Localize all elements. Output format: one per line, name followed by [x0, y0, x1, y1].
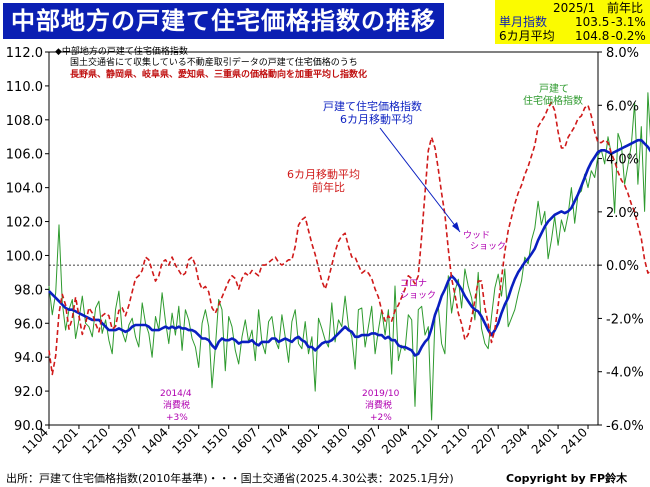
x-axis-tick-label: 1801	[289, 425, 320, 456]
single-index-line	[48, 92, 650, 421]
x-axis-tick-label: 1501	[169, 425, 200, 456]
x-axis-tick-label: 1510	[199, 425, 230, 456]
x-axis-tick-label: 2101	[409, 425, 440, 456]
note-line-3: 長野県、静岡県、岐阜県、愛知県、三重県の価格動向を加重平均し指数化	[70, 68, 367, 80]
plot-frame	[48, 51, 599, 426]
x-axis-tick-label: 2004	[379, 425, 410, 456]
tax-2019-label-2: 消費税	[365, 399, 392, 411]
tax-2019-label-3: +2%	[370, 413, 392, 423]
stats-single-label: 単月指数	[499, 15, 548, 29]
right-axis-tick-label: -4.0%	[606, 366, 644, 381]
x-axis-tick-label: 1404	[139, 425, 170, 456]
right-axis-tick-label: 8.0%	[606, 46, 639, 61]
x-axis-tick-label: 1810	[319, 425, 350, 456]
corona-shock-label-2: ショック	[400, 290, 436, 301]
note-line-2: 国土交通省にて収集している不動産取引データの戸建て住宅価格のうち	[70, 56, 358, 68]
stats-avg-yoy: -0.2%	[611, 29, 646, 43]
left-axis-tick-label: 96.0	[14, 317, 43, 332]
left-axis-tick-label: 92.0	[14, 385, 43, 400]
left-axis-tick-label: 104.0	[6, 182, 43, 197]
page-title: 中部地方の戸建て住宅価格指数の推移	[3, 3, 444, 39]
stats-period: 2025/1	[553, 1, 596, 15]
source-note: 出所：戸建て住宅価格指数(2010年基準)・・・国土交通省(2025.4.30公…	[6, 472, 454, 485]
wood-shock-label-1: ウッド	[463, 230, 490, 241]
right-axis-tick-label: 4.0%	[606, 153, 639, 168]
yoy-label-1: 6カ月移動平均	[287, 167, 360, 181]
x-axis-tick-label: 1607	[229, 425, 260, 456]
stats-avg-label: 6カ月平均	[499, 29, 555, 43]
tax-2019-label-1: 2019/10	[362, 389, 400, 399]
left-axis-tick-label: 100.0	[6, 249, 43, 264]
x-axis-tick-label: 2110	[439, 425, 470, 456]
copyright: Copyright by FP鈴木	[506, 472, 628, 485]
note-line-1: ◆中部地方の戸建て住宅価格指数	[55, 45, 188, 57]
left-axis-tick-label: 106.0	[6, 148, 43, 163]
tax-2014-label-2: 消費税	[163, 399, 190, 411]
left-axis-tick-label: 108.0	[6, 114, 43, 129]
moving-average-arrowhead	[452, 222, 460, 232]
x-axis-tick-label: 2304	[499, 425, 530, 456]
wood-shock-label-2: ショック	[470, 241, 506, 252]
right-axis-tick-label: -2.0%	[606, 312, 644, 327]
right-axis-tick-label: 6.0%	[606, 99, 639, 114]
x-axis-tick-label: 1907	[349, 425, 380, 456]
left-axis-tick-label: 98.0	[14, 283, 43, 298]
x-axis-tick-label: 1210	[80, 425, 111, 456]
right-axis-tick-label: 2.0%	[606, 206, 639, 221]
tax-2014-label-3: +3%	[166, 413, 188, 423]
stats-avg-value: 104.8	[575, 29, 610, 43]
single-index-label-1: 戸建て	[539, 82, 569, 95]
left-axis-tick-label: 110.0	[6, 80, 43, 95]
left-axis-tick-label: 90.0	[14, 419, 43, 434]
x-axis-tick-label: 2207	[469, 425, 500, 456]
x-axis-tick-label: 2401	[529, 425, 560, 456]
moving-average-label-1: 戸建て住宅価格指数	[323, 99, 422, 113]
stats-yoy-header: 前年比	[607, 1, 644, 15]
moving-average-pointer	[379, 127, 461, 233]
moving-average-label-2: 6カ月移動平均	[340, 112, 413, 126]
right-axis-tick-label: 0.0%	[606, 259, 639, 274]
x-axis-tick-label: 1307	[109, 425, 140, 456]
yoy-label-2: 前年比	[312, 180, 345, 194]
stats-single-yoy: -3.1%	[611, 15, 646, 29]
right-axis-tick-label: -6.0%	[606, 419, 644, 434]
yoy-line	[48, 101, 650, 376]
corona-shock-label-1: コロナ	[400, 278, 427, 289]
x-axis-tick-label: 1704	[259, 425, 290, 456]
latest-stats-box: 2025/1 前年比 単月指数 103.5 -3.1% 6カ月平均 104.8 …	[495, 0, 650, 44]
tax-2014-label-1: 2014/4	[160, 389, 192, 399]
single-index-label-2: 住宅価格指数	[523, 94, 583, 107]
x-axis-tick-label: 1201	[50, 425, 81, 456]
stats-single-value: 103.5	[575, 15, 610, 29]
left-axis-tick-label: 102.0	[6, 216, 43, 231]
left-axis-tick-label: 112.0	[6, 46, 43, 61]
left-axis-tick-label: 94.0	[14, 351, 43, 366]
moving-average-line	[48, 138, 650, 357]
x-axis-tick-label: 2410	[559, 425, 590, 456]
